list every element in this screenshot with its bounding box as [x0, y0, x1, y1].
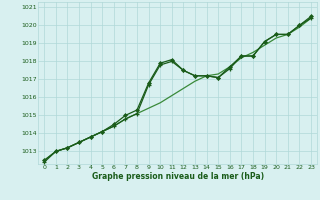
X-axis label: Graphe pression niveau de la mer (hPa): Graphe pression niveau de la mer (hPa): [92, 172, 264, 181]
